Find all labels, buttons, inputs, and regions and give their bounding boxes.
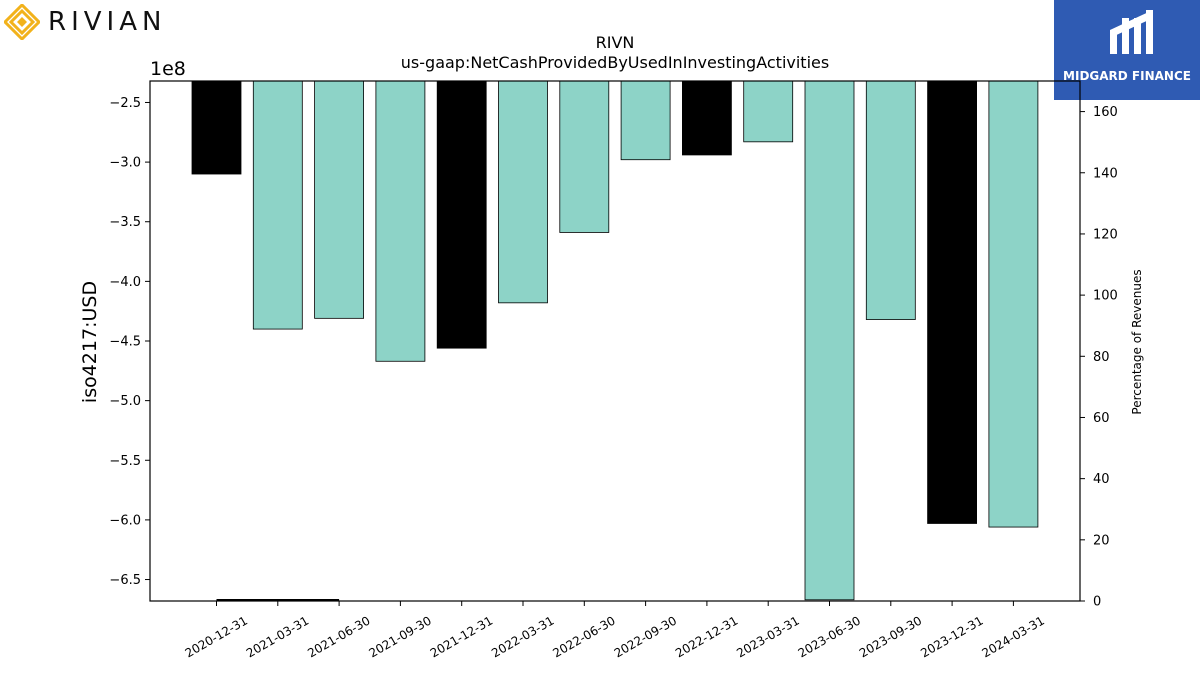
rivian-logo: RIVIAN <box>4 4 166 40</box>
bar-2021-09-30 <box>375 80 426 362</box>
x-tick-label: 2022-12-31 <box>673 613 740 660</box>
y2-tick-label: 120 <box>1093 227 1118 242</box>
rivian-logo-text: RIVIAN <box>48 7 167 37</box>
bar-2023-03-31 <box>743 80 794 143</box>
y2-axis-label: Percentage of Revenues <box>1130 269 1144 414</box>
rivian-diamond-icon <box>4 4 40 40</box>
x-tick-label: 2020-12-31 <box>183 613 250 660</box>
bar-2022-12-31 <box>682 80 732 156</box>
y-tick-label: −6.5 <box>109 573 141 588</box>
chart-title: RIVN <box>596 33 635 52</box>
x-tick-label: 2021-03-31 <box>244 613 311 660</box>
y-tick-label: −3.0 <box>109 156 141 171</box>
bar-2021-03-31 <box>252 80 303 330</box>
x-tick-label: 2023-06-30 <box>796 613 863 660</box>
y2-tick-label: 40 <box>1093 472 1110 487</box>
x-tick-label: 2023-09-30 <box>857 613 924 660</box>
midgard-mark-icon <box>1110 10 1153 54</box>
y2-tick-label: 60 <box>1093 411 1110 426</box>
x-axis-ticks: 2020-12-312021-03-312021-06-302021-09-30… <box>183 601 1047 660</box>
y2-tick-label: 160 <box>1093 105 1118 120</box>
y-tick-label: −5.5 <box>109 454 141 469</box>
x-tick-label: 2023-12-31 <box>918 613 985 660</box>
bars-group <box>191 80 1039 601</box>
y2-axis-ticks: 0 20 40 60 80 100 120 140 160 <box>1080 105 1118 610</box>
midgard-finance-logo: MIDGARD FINANCE <box>1054 0 1200 100</box>
y2-tick-label: 80 <box>1093 350 1110 365</box>
bar-2023-06-30 <box>804 80 855 601</box>
bar-2021-12-31 <box>436 80 487 349</box>
bar-2022-09-30 <box>620 80 671 161</box>
x-tick-label: 2024-03-31 <box>979 613 1046 660</box>
y-axis-label: iso4217:USD <box>79 281 101 403</box>
y2-tick-label: 100 <box>1093 289 1118 304</box>
y-tick-label: −2.5 <box>109 96 141 111</box>
bar-2023-12-31 <box>927 80 977 524</box>
y-tick-label: −4.0 <box>109 275 141 290</box>
y-tick-label: −4.5 <box>109 335 141 350</box>
y-axis-ticks: −2.5 −3.0 −3.5 −4.0 −4.5 −5.0 −5.5 −6.0 −6.5 <box>109 96 150 588</box>
y-offset-text: 1e8 <box>150 58 186 80</box>
midgard-logo-text: MIDGARD FINANCE <box>1063 69 1191 83</box>
y2-tick-label: 0 <box>1093 595 1101 610</box>
x-tick-label: 2021-09-30 <box>366 613 433 660</box>
y-tick-label: −6.0 <box>109 513 141 528</box>
x-tick-label: 2021-06-30 <box>305 613 372 660</box>
x-tick-label: 2022-09-30 <box>612 613 679 660</box>
bar-2022-03-31 <box>498 80 548 304</box>
x-tick-label: 2022-06-30 <box>550 613 617 660</box>
y2-tick-label: 140 <box>1093 166 1118 181</box>
bar-2020-12-31 <box>191 80 242 175</box>
bar-2023-09-30 <box>865 80 916 320</box>
bar-2021-06-30 <box>314 80 365 319</box>
x-tick-label: 2021-12-31 <box>428 613 495 660</box>
bar-2024-03-31 <box>988 80 1039 528</box>
y2-tick-label: 20 <box>1093 533 1110 548</box>
y-tick-label: −5.0 <box>109 394 141 409</box>
chart-subtitle: us-gaap:NetCashProvidedByUsedInInvesting… <box>401 53 829 72</box>
y-tick-label: −3.5 <box>109 215 141 230</box>
x-tick-label: 2023-03-31 <box>734 613 801 660</box>
plot-frame <box>149 80 1081 602</box>
bar-2022-06-30 <box>559 80 610 233</box>
x-tick-label: 2022-03-31 <box>489 613 556 660</box>
